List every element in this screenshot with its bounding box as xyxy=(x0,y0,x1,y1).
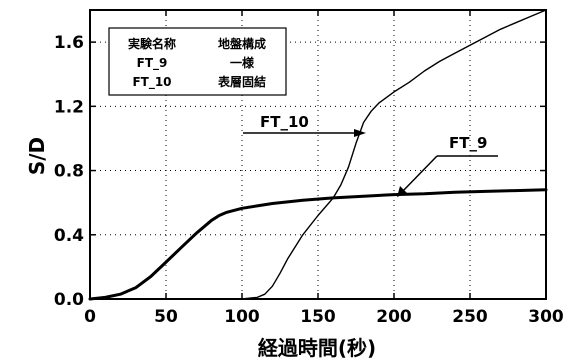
callout-ft9: FT_9 xyxy=(397,134,498,197)
legend-row1-name: FT_9 xyxy=(137,56,168,71)
tick-labels: 0 50 100 150 200 250 300 0.0 0.4 0.8 1.2 1.6 xyxy=(54,33,564,327)
callout-ft10-label: FT_10 xyxy=(260,113,309,131)
callout-ft10-arrowhead xyxy=(354,129,366,137)
y-tick-label: 0.8 xyxy=(54,162,84,182)
x-tick-label: 0 xyxy=(84,307,96,327)
legend-header-name: 実験名称 xyxy=(128,36,176,51)
y-axis-title: S/D xyxy=(25,137,49,175)
y-tick-label: 0.4 xyxy=(54,226,84,246)
y-tick-label: 1.6 xyxy=(54,33,84,53)
x-tick-label: 150 xyxy=(300,307,336,327)
callout-ft10: FT_10 xyxy=(243,113,366,137)
legend-box xyxy=(108,27,287,96)
callout-ft9-leader xyxy=(400,155,438,194)
legend-table: 実験名称 地盤構成 FT_9 一様 FT_10 表層固結 xyxy=(108,27,287,96)
x-tick-label: 250 xyxy=(452,307,488,327)
legend-row1-layer: 一様 xyxy=(230,55,255,70)
series-line-ft-9 xyxy=(88,188,548,301)
x-axis-title: 経過時間(秒) xyxy=(258,336,376,360)
ticks xyxy=(89,10,547,300)
legend-header-layer: 地盤構成 xyxy=(218,36,266,51)
legend-row2-name: FT_10 xyxy=(132,75,171,90)
x-tick-label: 300 xyxy=(528,307,564,327)
legend-row2-layer: 表層固結 xyxy=(217,74,266,89)
y-tick-label: 0.0 xyxy=(54,290,84,310)
callout-ft9-label: FT_9 xyxy=(449,134,487,152)
x-tick-label: 50 xyxy=(154,307,178,327)
y-tick-label: 1.2 xyxy=(54,97,84,117)
callout-ft9-arrowhead xyxy=(397,186,407,197)
x-tick-label: 100 xyxy=(224,307,260,327)
x-tick-label: 200 xyxy=(376,307,412,327)
